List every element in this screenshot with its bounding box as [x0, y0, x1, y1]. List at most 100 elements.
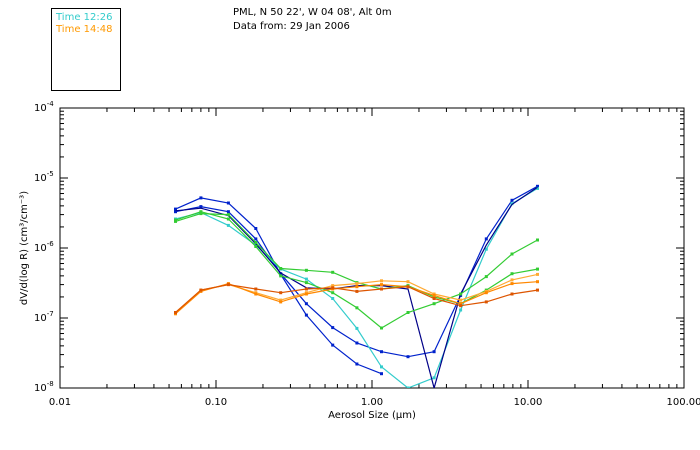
y-axis-title: dV/d(log R) (cm³/cm⁻³) [19, 191, 30, 305]
data-point [380, 326, 383, 330]
data-point [406, 280, 410, 284]
data-point [484, 291, 488, 295]
data-point [484, 275, 488, 279]
data-point [254, 237, 258, 241]
data-point [432, 376, 436, 380]
data-point [331, 297, 335, 300]
data-point [279, 272, 283, 276]
data-point [254, 287, 258, 291]
series-blue-2 [174, 184, 539, 359]
y-tick-label: 10-8 [34, 380, 54, 394]
data-point [304, 277, 308, 281]
y-tick-label: 10-4 [34, 100, 54, 114]
data-point [331, 284, 335, 288]
series-green-2 [174, 210, 539, 330]
data-point [174, 210, 177, 214]
data-point [174, 311, 177, 314]
series-line-green-2 [175, 211, 538, 329]
data-point [380, 350, 383, 354]
data-point [199, 210, 203, 214]
data-point [380, 279, 383, 283]
data-point [536, 184, 539, 188]
data-point [380, 372, 383, 376]
data-point [459, 298, 463, 302]
data-point [536, 238, 539, 242]
data-point [459, 308, 463, 312]
y-tick-label: 10-5 [34, 170, 54, 184]
data-point [331, 326, 335, 330]
data-point [226, 201, 230, 205]
data-point [510, 282, 514, 286]
data-point [199, 205, 203, 209]
x-axis-title: Aerosol Size (μm) [328, 410, 416, 421]
data-point [380, 283, 383, 287]
data-point [459, 304, 463, 308]
data-point [226, 217, 230, 221]
axis-ticks [59, 107, 685, 389]
data-point [510, 278, 514, 282]
data-point [406, 311, 410, 314]
x-tick-label: 0.01 [49, 397, 71, 408]
data-point [406, 355, 410, 359]
data-point [355, 285, 359, 289]
x-tick-label: 1.00 [361, 397, 383, 408]
data-point [355, 326, 359, 330]
series-layer [174, 184, 539, 388]
data-point [304, 287, 308, 291]
data-point [484, 300, 488, 304]
x-tick-label: 100.00 [667, 397, 700, 408]
data-point [380, 287, 383, 291]
series-line-blue-1 [175, 197, 382, 375]
data-point [331, 270, 335, 274]
data-point [199, 196, 203, 200]
data-point [254, 241, 258, 244]
y-tick-label: 10-6 [34, 240, 54, 254]
data-point [226, 223, 230, 227]
data-point [304, 268, 308, 272]
data-point [226, 213, 230, 217]
data-point [199, 288, 203, 292]
plot-frame [59, 107, 685, 389]
data-point [406, 285, 410, 289]
data-point [432, 293, 436, 297]
data-point [174, 218, 177, 222]
data-point [432, 302, 436, 306]
data-point [484, 247, 488, 251]
data-point [459, 302, 463, 306]
data-point [279, 274, 283, 278]
data-point [355, 282, 359, 286]
data-point [510, 272, 514, 276]
data-point [510, 198, 514, 202]
data-point [304, 281, 308, 285]
data-point [355, 289, 359, 293]
data-point [279, 300, 283, 304]
data-point [510, 252, 514, 256]
data-point [226, 210, 230, 214]
data-point [432, 350, 436, 354]
data-point [484, 237, 488, 241]
data-point [355, 341, 359, 345]
data-point [254, 292, 258, 296]
data-point [331, 291, 335, 295]
data-point [304, 292, 308, 296]
data-point [459, 292, 463, 296]
location-header: PML, N 50 22', W 04 08', Alt 0m [233, 7, 392, 18]
data-point [279, 298, 283, 302]
data-point [199, 212, 203, 216]
date-header: Data from: 29 Jan 2006 [233, 21, 350, 32]
data-point [254, 227, 258, 230]
data-point [536, 186, 539, 190]
legend-entry-2: Time 14:48 [56, 24, 113, 35]
data-point [304, 313, 308, 317]
data-point [536, 272, 539, 276]
data-point [304, 302, 308, 306]
data-point [406, 386, 410, 388]
data-point [355, 362, 359, 366]
data-point [174, 207, 177, 211]
legend-box: Time 12:26 Time 14:48 [51, 8, 121, 91]
data-point [279, 267, 283, 270]
legend-entry-1: Time 12:26 [56, 12, 113, 23]
series-dark-orange [174, 283, 539, 314]
x-tick-label: 0.10 [205, 397, 227, 408]
